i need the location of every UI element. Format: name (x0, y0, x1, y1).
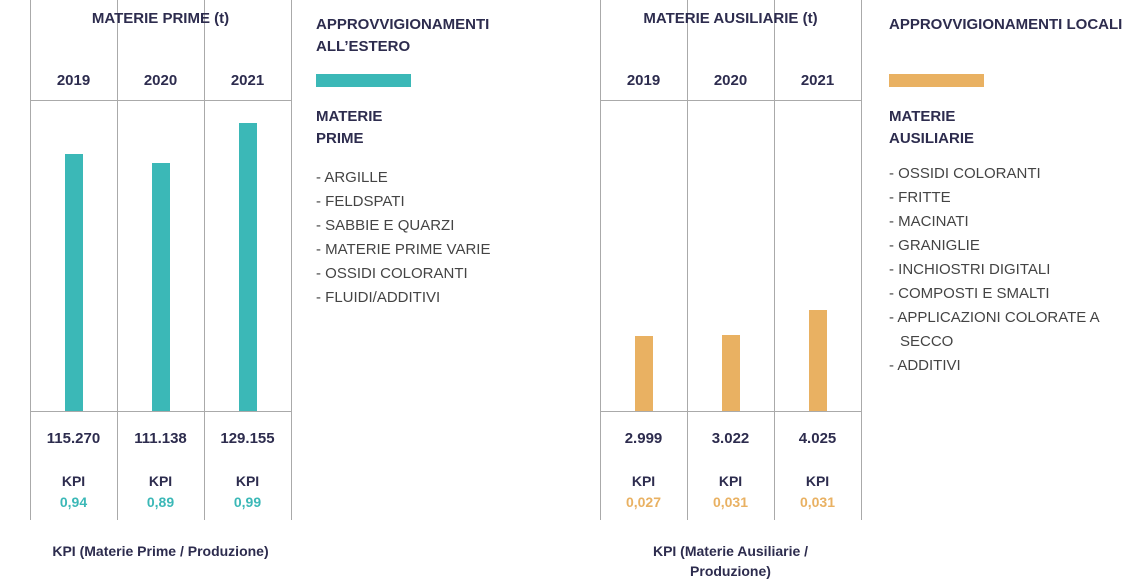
column-divider (600, 0, 601, 520)
list-item: - SABBIE E QUARZI (316, 217, 455, 234)
kpi-value: 0,89 (146, 494, 175, 510)
chart-title: MATERIE PRIME (t) (91, 10, 230, 27)
legend-swatch (889, 74, 984, 87)
list-item: - MATERIE PRIME VARIE (316, 241, 491, 258)
footnote: KPI (Materie Prime / Produzione) (52, 543, 269, 559)
year-label: 2019 (626, 72, 661, 89)
value-label: 111.138 (134, 430, 187, 447)
list-item: - OSSIDI COLORANTI (316, 265, 468, 282)
year-label: 2021 (230, 72, 265, 89)
list-item: - FELDSPATI (316, 193, 405, 210)
kpi-value: 0,027 (625, 494, 662, 510)
value-label: 2.999 (624, 430, 663, 447)
row-divider (600, 411, 861, 412)
list-item: - ADDITIVI (889, 357, 961, 374)
legend-swatch (316, 74, 411, 87)
kpi-value: 0,031 (799, 494, 836, 510)
year-label: 2019 (56, 72, 91, 89)
panel-heading: APPROVVIGIONAMENTI ALL’ESTERO (316, 16, 490, 55)
chart-title: MATERIE AUSILIARIE (t) (643, 10, 818, 27)
list-item: - GRANIGLIE (889, 237, 980, 254)
kpi-value: 0,031 (712, 494, 749, 510)
value-label: 4.025 (798, 430, 837, 447)
bar (808, 310, 827, 411)
year-label: 2020 (713, 72, 748, 89)
row-divider (30, 100, 291, 101)
column-divider (291, 0, 292, 520)
footnote: KPI (Materie Ausiliarie / Produzione) (652, 543, 809, 579)
legend-label: MATERIE AUSILIARIE (889, 108, 975, 147)
bar (64, 153, 83, 411)
list-item: - FLUIDI/ADDITIVI (316, 289, 441, 306)
kpi-label: KPI (61, 473, 86, 489)
kpi-label: KPI (235, 473, 260, 489)
list-item: - COMPOSTI E SMALTI (889, 285, 1050, 302)
list-item: - FRITTE (889, 189, 951, 206)
column-divider (774, 0, 775, 520)
kpi-label: KPI (718, 473, 743, 489)
row-divider (30, 411, 291, 412)
bar (634, 335, 653, 411)
column-divider (687, 0, 688, 520)
column-divider (204, 0, 205, 520)
column-divider (861, 0, 862, 520)
panel-heading: APPROVVIGIONAMENTI LOCALI (889, 16, 1123, 33)
list-item: - INCHIOSTRI DIGITALI (889, 261, 1051, 278)
legend-label: MATERIE PRIME (316, 108, 383, 147)
year-label: 2021 (800, 72, 835, 89)
value-label: 3.022 (711, 430, 750, 447)
kpi-value: 0,99 (233, 494, 262, 510)
kpi-value: 0,94 (59, 494, 88, 510)
kpi-label: KPI (631, 473, 656, 489)
row-divider (600, 100, 861, 101)
bar (238, 123, 257, 411)
kpi-label: KPI (805, 473, 830, 489)
year-label: 2020 (143, 72, 178, 89)
column-divider (30, 0, 31, 520)
value-label: 129.155 (220, 430, 275, 447)
list-item: - APPLICAZIONI COLORATE A SECCO (889, 309, 1099, 350)
list-item: - ARGILLE (316, 169, 388, 186)
column-divider (117, 0, 118, 520)
bar (721, 335, 740, 411)
list-item: - MACINATI (889, 213, 969, 230)
bar (151, 163, 170, 411)
kpi-label: KPI (148, 473, 173, 489)
value-label: 115.270 (46, 430, 101, 447)
list-item: - OSSIDI COLORANTI (889, 165, 1041, 182)
